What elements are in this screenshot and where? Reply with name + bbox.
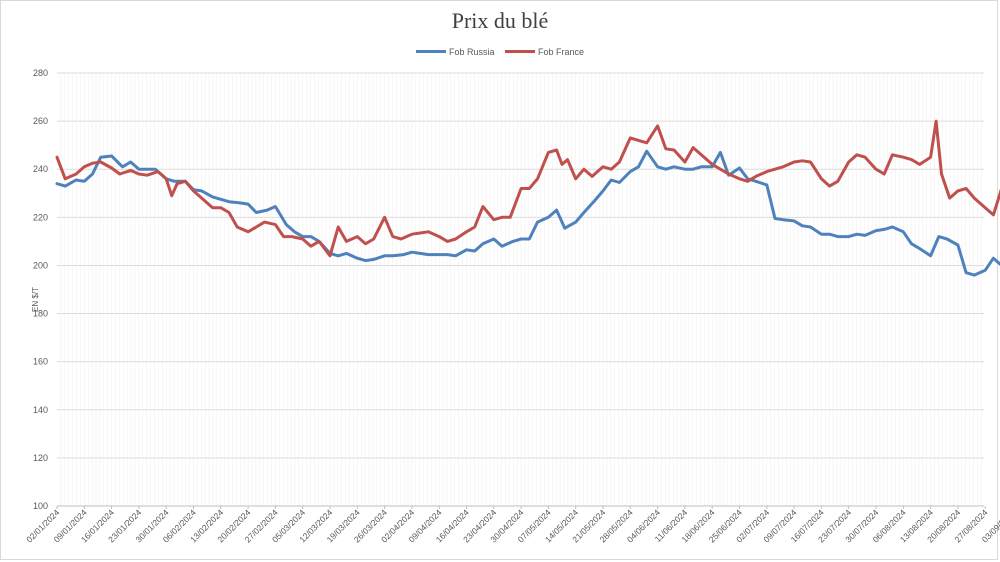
legend-label-france: Fob France [538,46,585,57]
y-tick-label: 260 [33,116,48,126]
y-tick-label: 160 [33,357,48,367]
legend-swatch-russia [415,50,446,53]
y-tick-label: 120 [33,453,48,463]
chart-legend: Fob Russia Fob France [0,45,1000,57]
y-tick-label: 240 [33,164,48,174]
chart-title: Prix du blé [451,8,549,33]
y-tick-label: 220 [33,212,48,222]
y-tick-label: 280 [33,68,48,78]
y-axis-title: EN $/T [31,287,40,312]
y-tick-label: 100 [33,501,48,511]
y-tick-label: 140 [33,405,48,415]
legend-item-russia[interactable]: Fob Russia [415,46,495,57]
series-line-fob-france [55,119,1000,258]
legend-label-russia: Fob Russia [448,46,495,57]
series-line-fob-russia [55,149,1000,277]
legend-swatch-france [505,50,535,53]
y-tick-label: 200 [33,260,48,270]
y-tick-label: 180 [33,309,48,319]
legend-item-france[interactable]: Fob France [505,47,584,57]
